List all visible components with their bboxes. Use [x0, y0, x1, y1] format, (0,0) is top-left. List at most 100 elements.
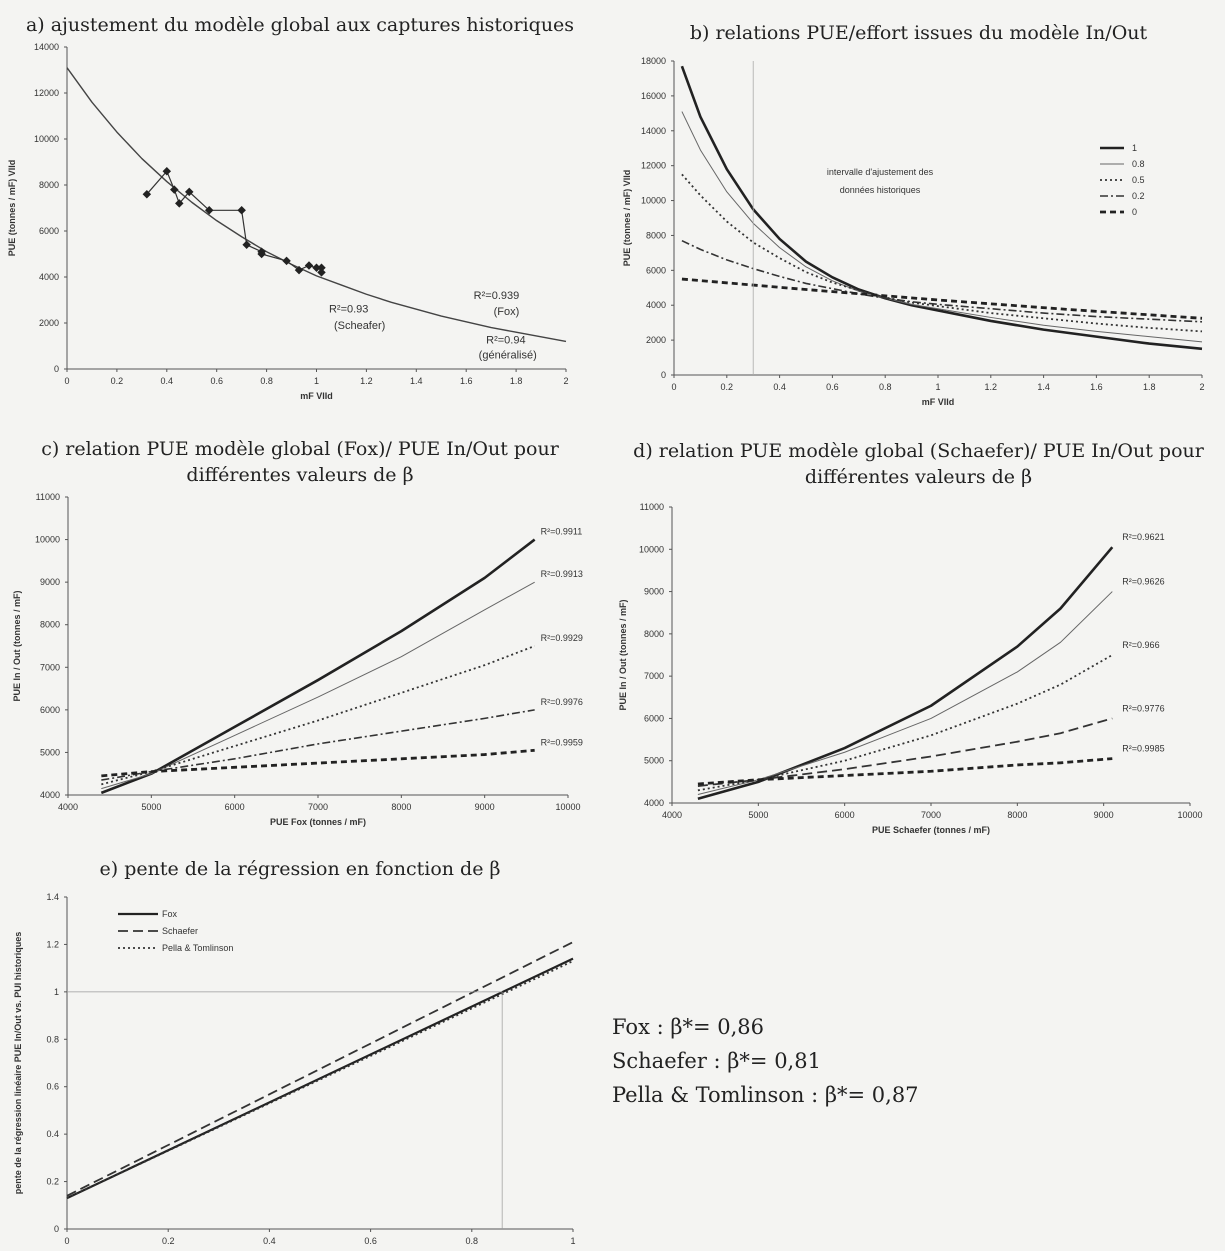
x-tick-label: 1.8 — [1143, 382, 1156, 392]
x-tick-label: 1.4 — [1037, 382, 1050, 392]
legend-label: 1 — [1132, 143, 1137, 153]
y-tick-label: 16000 — [641, 91, 666, 101]
x-tick-label: 0.6 — [210, 376, 223, 386]
panel-e: e) pente de la régression en fonction de… — [0, 850, 600, 1251]
panel-d: d) relation PUE modèle global (Schaefer)… — [612, 432, 1225, 852]
y-tick-label: 12000 — [34, 88, 59, 98]
observed-point — [317, 263, 326, 273]
fit-annotation: (Scheafer) — [334, 320, 385, 332]
series-line-solid-thick — [697, 546, 1114, 801]
y-tick-label: 4000 — [646, 300, 666, 310]
legend-label: Fox — [162, 909, 178, 919]
x-tick-label: 1.8 — [510, 376, 523, 386]
x-tick-label: 9000 — [475, 802, 495, 812]
series-line-Pella & Tomlinson — [66, 960, 574, 1199]
y-tick-label: 6000 — [646, 265, 666, 275]
observed-point — [312, 263, 321, 273]
observed-point — [317, 268, 326, 277]
observed-point — [242, 240, 251, 250]
series-line-solid-thick — [100, 538, 536, 795]
y-tick-label: 0 — [54, 364, 59, 374]
observed-point — [257, 249, 266, 259]
y-axis-label: PUE In / Out (tonnes / mF) — [12, 591, 22, 702]
series-line-solid-thin — [101, 581, 535, 790]
y-tick-label: 1 — [54, 987, 59, 997]
r2-label: R²=0.9985 — [1122, 744, 1164, 754]
panel-d-title: d) relation PUE modèle global (Schaefer)… — [633, 440, 1204, 488]
observed-point — [162, 166, 172, 176]
r2-label: R²=0.9959 — [541, 737, 583, 747]
y-tick-label: 1.2 — [46, 939, 59, 949]
y-tick-label: 14000 — [34, 42, 59, 52]
r2-label: R²=0.9911 — [541, 527, 583, 537]
x-tick-label: 0 — [671, 382, 676, 392]
r2-label: R²=0.9976 — [541, 697, 583, 707]
panel-a: a) ajustement du modèle global aux captu… — [0, 0, 600, 420]
x-tick-label: 6000 — [225, 802, 245, 812]
fit-annotation: (généralisé) — [479, 350, 537, 362]
y-tick-label: 9000 — [40, 577, 60, 587]
x-tick-label: 7000 — [921, 810, 941, 820]
panel-c: c) relation PUE modèle global (Fox)/ PUE… — [0, 432, 600, 832]
fit-annotation: (Fox) — [494, 306, 520, 318]
panel-a-title: a) ajustement du modèle global aux captu… — [25, 14, 575, 36]
fit-annotation: R²=0.93 — [329, 304, 368, 316]
x-tick-label: 1 — [314, 376, 319, 386]
y-tick-label: 4000 — [644, 798, 664, 808]
x-tick-label: 5000 — [141, 802, 161, 812]
series-line-dotted — [101, 645, 535, 786]
series-line-fit — [66, 67, 567, 343]
y-tick-label: 6000 — [40, 705, 60, 715]
y-tick-label: 11000 — [36, 492, 60, 502]
interval-annotation-line-2: données historiques — [840, 185, 921, 195]
y-tick-label: 0.2 — [46, 1177, 59, 1187]
observed-point — [294, 265, 304, 275]
y-tick-label: 0.4 — [46, 1129, 59, 1139]
x-tick-label: 0.8 — [466, 1236, 479, 1246]
summary-line-pella: Pella & Tomlinson : β*= 0,87 — [612, 1083, 919, 1107]
y-tick-label: 6000 — [39, 226, 59, 236]
series-line-Schaefer — [66, 941, 574, 1197]
x-tick-label: 1 — [570, 1236, 575, 1246]
y-tick-label: 8000 — [644, 629, 664, 639]
x-tick-label: 0.4 — [263, 1236, 276, 1246]
x-tick-label: 1.2 — [360, 376, 373, 386]
x-tick-label: 1 — [935, 382, 940, 392]
y-tick-label: 5000 — [644, 756, 664, 766]
r2-label: R²=0.9621 — [1122, 532, 1164, 542]
x-tick-label: 0.4 — [773, 382, 786, 392]
x-tick-label: 4000 — [662, 810, 682, 820]
x-tick-label: 6000 — [835, 810, 855, 820]
x-tick-label: 8000 — [391, 802, 411, 812]
x-tick-label: 0.6 — [826, 382, 839, 392]
x-tick-label: 10000 — [555, 802, 580, 812]
x-tick-label: 10000 — [1177, 810, 1202, 820]
r2-label: R²=0.9776 — [1122, 703, 1164, 713]
x-tick-label: 4000 — [58, 802, 78, 812]
observed-point — [170, 185, 179, 194]
y-tick-label: 18000 — [641, 56, 666, 66]
observed-point — [204, 206, 214, 215]
y-tick-label: 0 — [54, 1224, 59, 1234]
y-tick-label: 7000 — [644, 671, 664, 681]
chart-e: 00.20.40.60.8100.20.40.60.811.21.4betape… — [13, 892, 576, 1246]
x-tick-label: 0.2 — [721, 382, 734, 392]
y-axis-label: PUE (tonnes / mF) VIId — [622, 170, 632, 267]
chart-b: 0 0.2 0.4 0.6 0.8 1 1.2 1.4 1.6 1.8 2 0 2000 4000 6000… — [622, 56, 1205, 407]
y-tick-label: 7000 — [40, 662, 60, 672]
observed-point — [185, 187, 194, 197]
x-axis-label: PUE Fox (tonnes / mF) — [270, 817, 366, 827]
x-tick-label: 0.2 — [162, 1236, 175, 1246]
y-tick-label: 11000 — [640, 502, 664, 512]
y-tick-label: 2000 — [39, 318, 59, 328]
x-tick-label: 1.4 — [410, 376, 423, 386]
y-tick-label: 8000 — [646, 230, 666, 240]
chart-d: 4000 5000 6000 7000 8000 9000 10000 4000 5000 600… — [618, 502, 1203, 835]
legend-label: 0.5 — [1132, 175, 1145, 185]
panel-c-title: c) relation PUE modèle global (Fox)/ PUE… — [41, 438, 559, 486]
observed-point — [175, 199, 184, 208]
y-tick-label: 10000 — [641, 196, 666, 206]
y-axis-label: PUE In / Out (tonnes / mF) — [618, 600, 628, 711]
y-tick-label: 1.4 — [46, 892, 59, 902]
y-axis-label: PUE (tonnes / mF) VIId — [7, 160, 17, 257]
